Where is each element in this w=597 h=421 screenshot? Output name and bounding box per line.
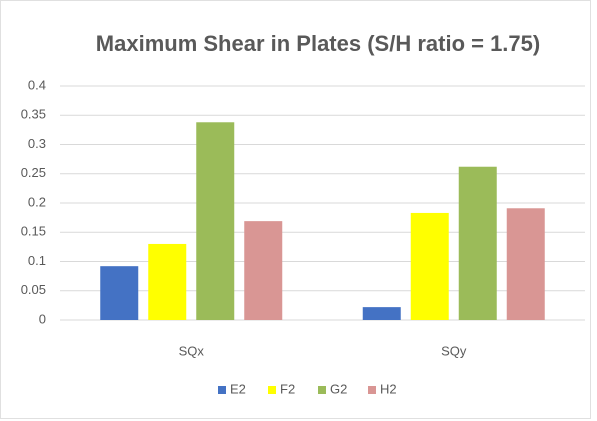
legend-label: E2 xyxy=(230,381,246,396)
y-tick-label: 0.4 xyxy=(28,77,46,92)
bar xyxy=(362,307,401,320)
bar xyxy=(196,122,235,321)
bar xyxy=(148,243,187,320)
x-tick-label: SQx xyxy=(179,343,205,358)
bar xyxy=(244,221,283,320)
legend-swatch xyxy=(218,386,226,394)
legend-label: G2 xyxy=(330,381,347,396)
y-tick-label: 0.1 xyxy=(28,253,46,268)
y-tick-label: 0.3 xyxy=(28,136,46,151)
legend-swatch xyxy=(368,386,376,394)
bar xyxy=(458,166,497,320)
legend-swatch xyxy=(268,386,276,394)
bar xyxy=(410,212,449,320)
y-tick-label: 0.35 xyxy=(21,107,46,122)
y-tick-label: 0.15 xyxy=(21,224,46,239)
bar xyxy=(506,208,545,320)
legend-label: H2 xyxy=(380,381,397,396)
bar xyxy=(100,266,139,320)
y-tick-label: 0.05 xyxy=(21,282,46,297)
legend-label: F2 xyxy=(280,381,295,396)
chart-title: Maximum Shear in Plates (S/H ratio = 1.7… xyxy=(96,31,540,56)
legend-swatch xyxy=(318,386,326,394)
x-tick-label: SQy xyxy=(441,343,467,358)
y-tick-label: 0 xyxy=(39,311,46,326)
y-tick-label: 0.2 xyxy=(28,194,46,209)
y-tick-label: 0.25 xyxy=(21,165,46,180)
